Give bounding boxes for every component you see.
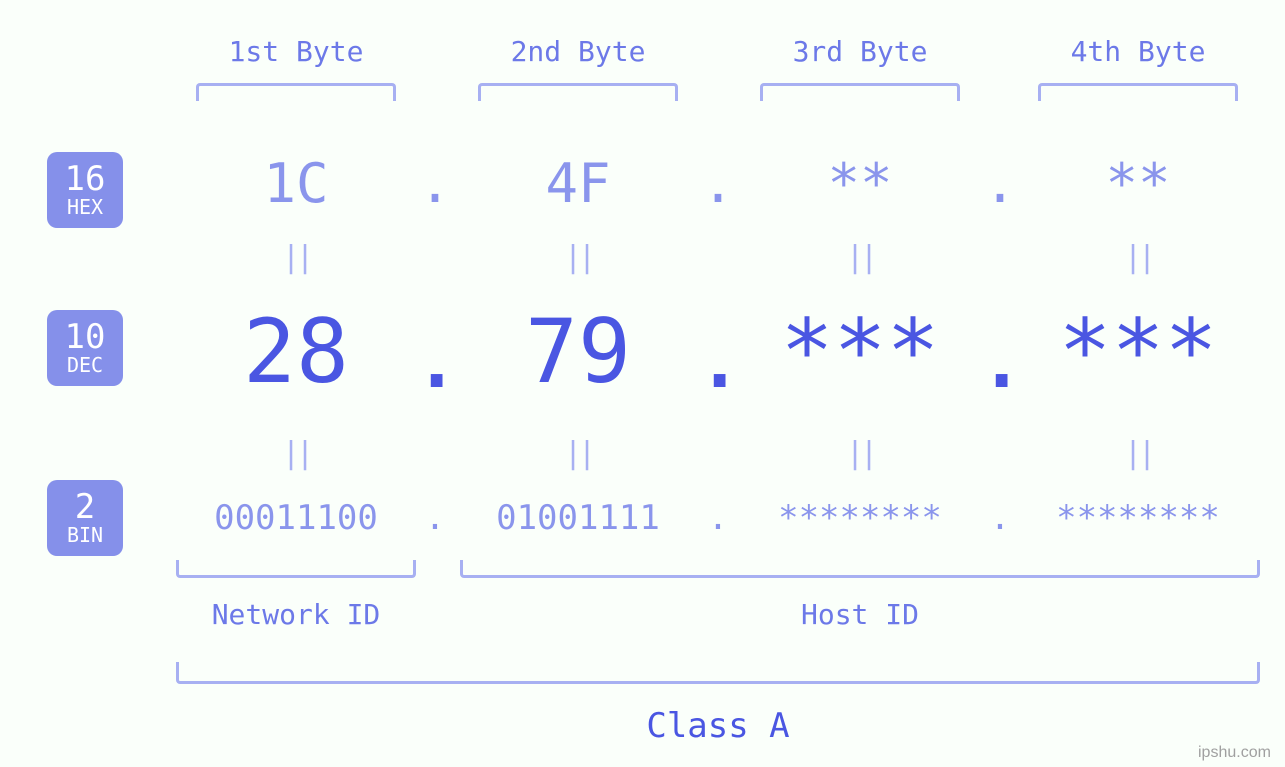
base-badge-bin: 2BIN bbox=[47, 480, 123, 556]
class-label: Class A bbox=[176, 706, 1260, 746]
host-id-bracket bbox=[460, 560, 1260, 578]
bin-byte-4: ******** bbox=[1008, 498, 1268, 538]
hex-byte-4: ** bbox=[1008, 152, 1268, 215]
base-badge-num-hex: 16 bbox=[65, 162, 106, 198]
network-id-label: Network ID bbox=[176, 598, 416, 631]
hex-dot-3: . bbox=[980, 152, 1020, 215]
bin-byte-3: ******** bbox=[730, 498, 990, 538]
byte-bracket-top-4 bbox=[1038, 83, 1238, 101]
bin-dot-2: . bbox=[698, 498, 738, 538]
dec-dot-2: . bbox=[698, 320, 738, 404]
hex-byte-2: 4F bbox=[448, 152, 708, 215]
hex-byte-3: ** bbox=[730, 152, 990, 215]
bin-byte-2: 01001111 bbox=[448, 498, 708, 538]
equals-1-col-2: || bbox=[548, 240, 608, 275]
equals-2-col-2: || bbox=[548, 436, 608, 471]
byte-header-4: 4th Byte bbox=[1018, 35, 1258, 68]
dec-byte-4: *** bbox=[998, 300, 1278, 403]
base-badge-label-bin: BIN bbox=[67, 525, 103, 546]
byte-header-3: 3rd Byte bbox=[740, 35, 980, 68]
byte-bracket-top-3 bbox=[760, 83, 960, 101]
base-badge-hex: 16HEX bbox=[47, 152, 123, 228]
hex-byte-1: 1C bbox=[166, 152, 426, 215]
equals-1-col-1: || bbox=[266, 240, 326, 275]
class-bracket bbox=[176, 662, 1260, 684]
equals-2-col-3: || bbox=[830, 436, 890, 471]
byte-header-2: 2nd Byte bbox=[458, 35, 698, 68]
dec-byte-1: 28 bbox=[156, 300, 436, 403]
byte-header-1: 1st Byte bbox=[176, 35, 416, 68]
byte-bracket-top-1 bbox=[196, 83, 396, 101]
base-badge-label-dec: DEC bbox=[67, 355, 103, 376]
equals-2-col-4: || bbox=[1108, 436, 1168, 471]
hex-dot-2: . bbox=[698, 152, 738, 215]
equals-1-col-3: || bbox=[830, 240, 890, 275]
dec-byte-2: 79 bbox=[438, 300, 718, 403]
watermark: ipshu.com bbox=[1198, 744, 1271, 762]
equals-1-col-4: || bbox=[1108, 240, 1168, 275]
dec-byte-3: *** bbox=[720, 300, 1000, 403]
base-badge-num-dec: 10 bbox=[65, 320, 106, 356]
base-badge-label-hex: HEX bbox=[67, 197, 103, 218]
base-badge-dec: 10DEC bbox=[47, 310, 123, 386]
hex-dot-1: . bbox=[415, 152, 455, 215]
equals-2-col-1: || bbox=[266, 436, 326, 471]
bin-dot-3: . bbox=[980, 498, 1020, 538]
byte-bracket-top-2 bbox=[478, 83, 678, 101]
bin-dot-1: . bbox=[415, 498, 455, 538]
host-id-label: Host ID bbox=[460, 598, 1260, 631]
network-id-bracket bbox=[176, 560, 416, 578]
dec-dot-3: . bbox=[980, 320, 1020, 404]
bin-byte-1: 00011100 bbox=[166, 498, 426, 538]
base-badge-num-bin: 2 bbox=[75, 490, 95, 526]
dec-dot-1: . bbox=[415, 320, 455, 404]
